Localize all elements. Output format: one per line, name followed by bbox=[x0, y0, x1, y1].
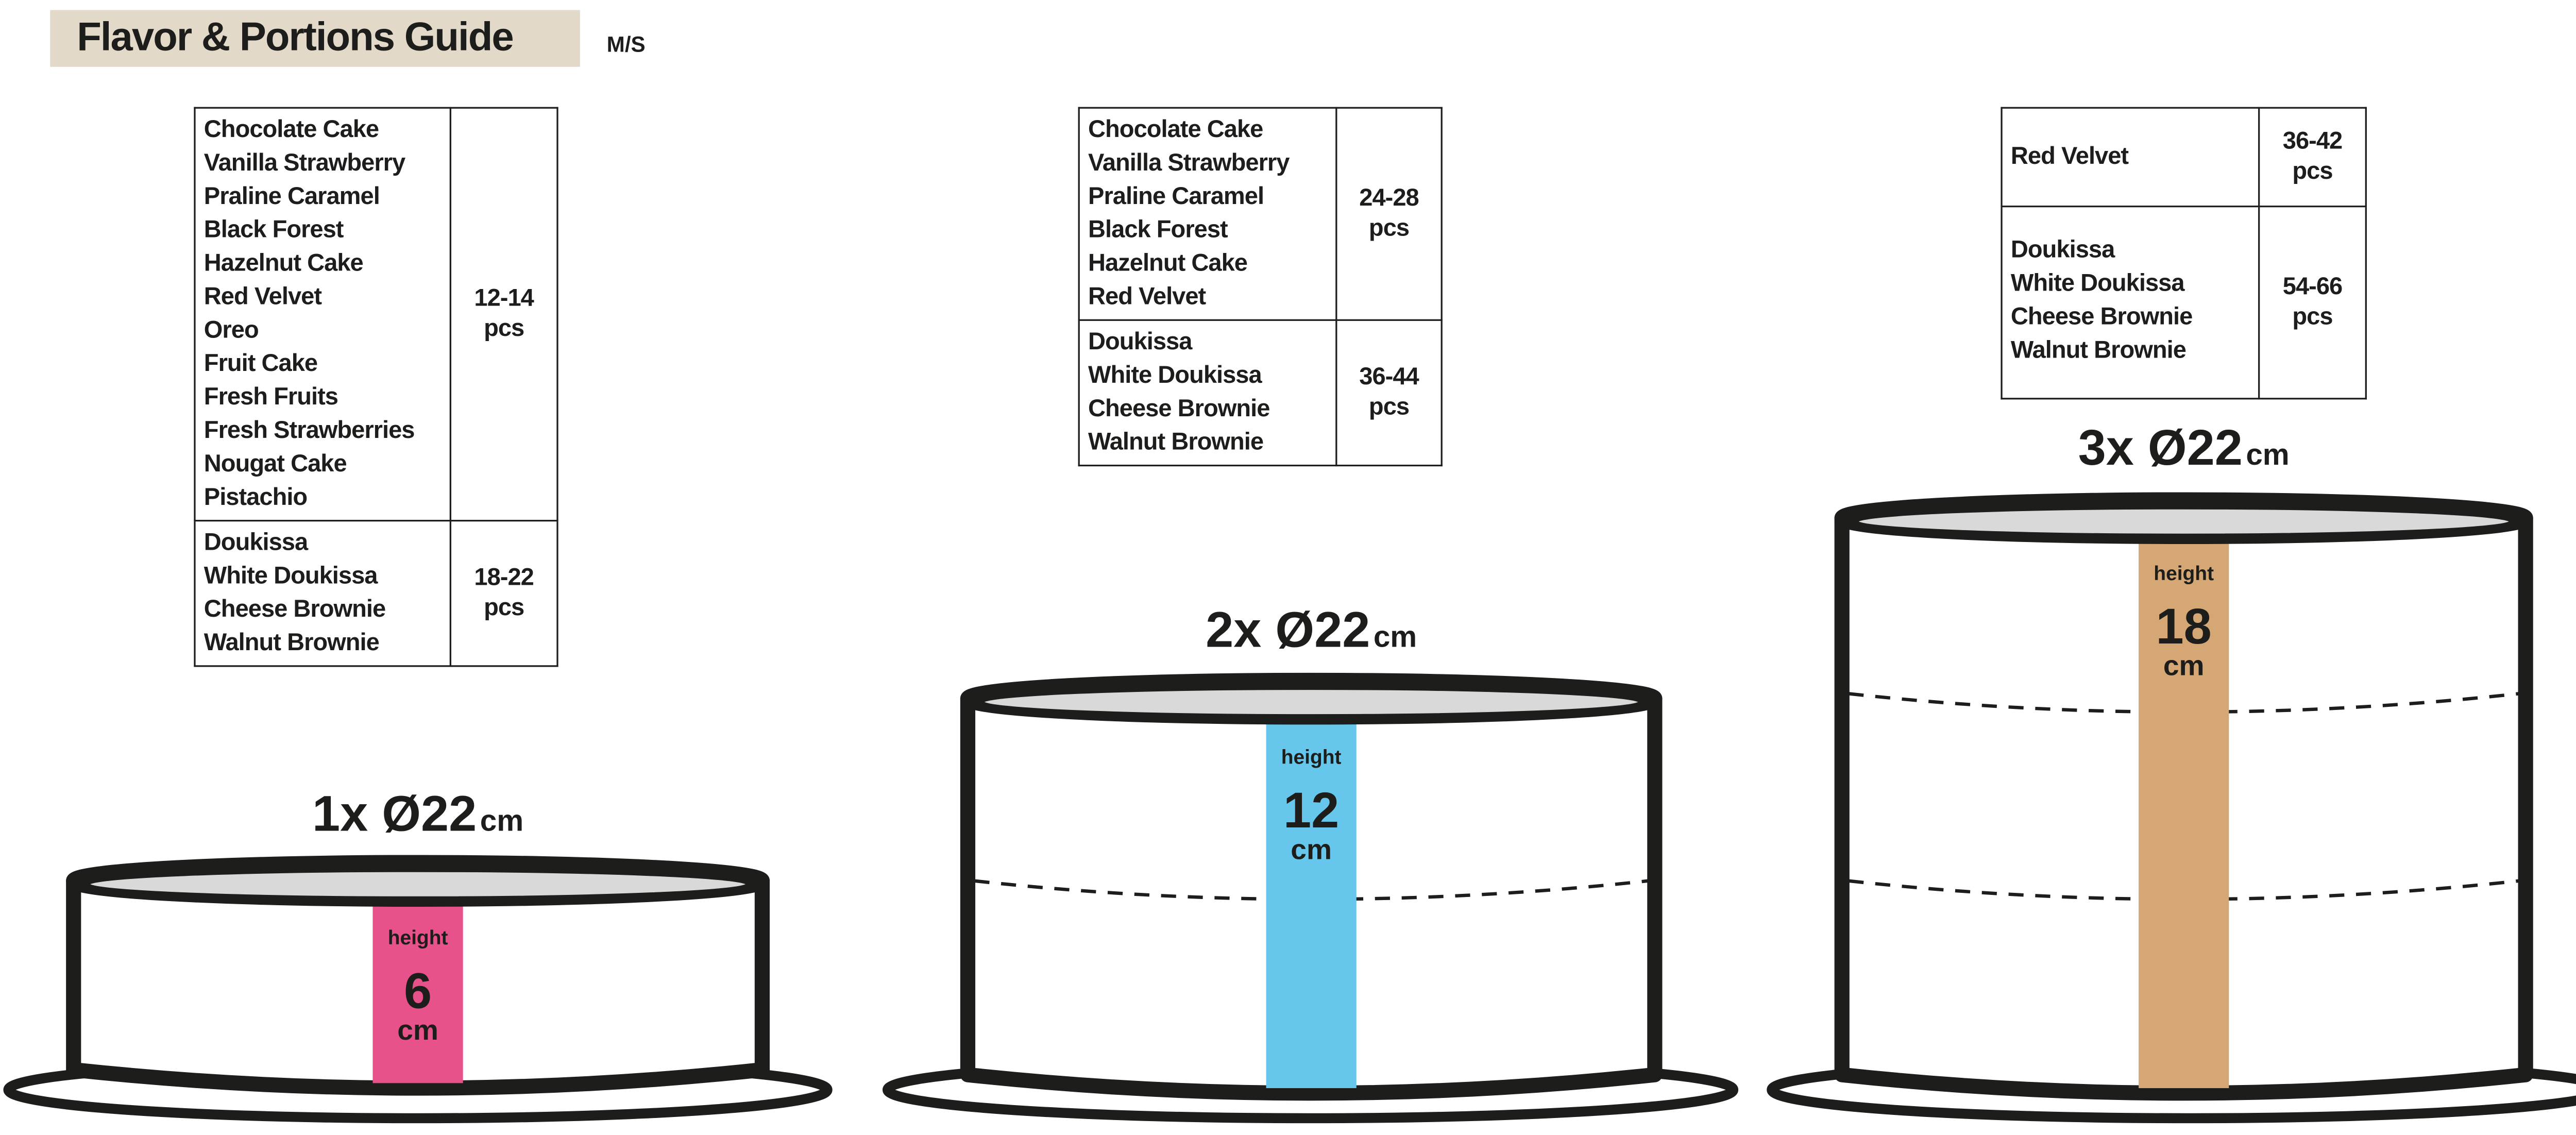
size-value: 3x Ø22 bbox=[2078, 419, 2243, 476]
height-label: height bbox=[2154, 563, 2214, 585]
flavor-list: Chocolate Cake Vanilla Strawberry Praline … bbox=[194, 107, 451, 522]
portion-unit: pcs bbox=[1368, 215, 1410, 243]
height-stripe bbox=[2139, 538, 2229, 1089]
flavor-name: Praline Caramel bbox=[204, 183, 380, 211]
table-row: Doukissa White Doukissa Cheese Brownie Waln… bbox=[1078, 319, 1443, 467]
flavor-name: Hazelnut Cake bbox=[204, 250, 364, 278]
height-stripe bbox=[372, 902, 463, 1083]
cake-top-surface bbox=[87, 869, 749, 899]
portions-table-3x: Red Velvet 36-42 pcs Doukissa White Doukissa… bbox=[2001, 107, 2367, 400]
portion-unit: pcs bbox=[484, 316, 524, 343]
table-row: Chocolate Cake Vanilla Strawberry Praline … bbox=[194, 107, 558, 522]
portion-unit: pcs bbox=[1368, 394, 1410, 421]
height-label: height bbox=[1281, 747, 1342, 769]
flavor-list: Doukissa White Doukissa Cheese Brownie Waln… bbox=[2001, 206, 2260, 400]
cake-size-label: 1x Ø22 cm bbox=[312, 785, 523, 841]
portion-range: 36-42 bbox=[2282, 128, 2343, 156]
portion-count: 36-42 pcs bbox=[2258, 107, 2367, 208]
flavor-list: Red Velvet bbox=[2001, 107, 2260, 208]
portion-unit: pcs bbox=[2292, 159, 2333, 186]
flavor-name: Walnut Brownie bbox=[204, 630, 380, 657]
portion-range: 36-44 bbox=[1359, 364, 1419, 392]
cake-top-surface bbox=[981, 687, 1641, 717]
portion-count: 18-22 pcs bbox=[449, 519, 558, 667]
flavor-name: Red Velvet bbox=[1088, 284, 1206, 311]
flavor-name: Cheese Brownie bbox=[204, 597, 386, 624]
portion-count: 12-14 pcs bbox=[449, 107, 558, 522]
portion-range: 24-28 bbox=[1359, 185, 1419, 213]
flavor-name: Pistachio bbox=[204, 484, 308, 512]
size-unit: cm bbox=[480, 804, 523, 837]
portion-range: 18-22 bbox=[474, 565, 534, 592]
flavor-name: Fruit Cake bbox=[204, 351, 318, 378]
table-row: Doukissa White Doukissa Cheese Brownie Waln… bbox=[194, 519, 558, 667]
flavor-list: Doukissa White Doukissa Cheese Brownie Waln… bbox=[194, 519, 451, 667]
table-row: Red Velvet 36-42 pcs bbox=[2001, 107, 2367, 208]
flavor-name: Fresh Fruits bbox=[204, 384, 338, 412]
flavor-name: Vanilla Strawberry bbox=[1088, 150, 1290, 177]
height-unit: cm bbox=[2163, 650, 2205, 682]
cake-top-surface bbox=[1855, 506, 2512, 536]
table-row: Chocolate Cake Vanilla Strawberry Praline … bbox=[1078, 107, 1443, 321]
flavor-name: Fresh Strawberries bbox=[204, 418, 415, 445]
size-value: 1x Ø22 bbox=[312, 785, 477, 841]
flavor-name: Red Velvet bbox=[204, 284, 322, 311]
flavor-name: White Doukissa bbox=[204, 563, 378, 590]
portion-range: 54-66 bbox=[2282, 274, 2343, 301]
height-unit: cm bbox=[1291, 834, 1332, 866]
height-label: height bbox=[388, 927, 448, 949]
portions-table-2x: Chocolate Cake Vanilla Strawberry Praline … bbox=[1078, 107, 1443, 467]
flavor-name: Cheese Brownie bbox=[1088, 396, 1270, 423]
layer-divider bbox=[974, 879, 1649, 901]
page-title: Flavor & Portions Guide bbox=[77, 15, 514, 60]
flavor-name: Walnut Brownie bbox=[2010, 337, 2187, 365]
flavor-list: Chocolate Cake Vanilla Strawberry Praline … bbox=[1078, 107, 1337, 321]
flavor-name: Nougat Cake bbox=[204, 451, 347, 478]
height-unit: cm bbox=[397, 1014, 438, 1046]
height-value: 12 bbox=[1283, 782, 1339, 838]
flavor-name: Chocolate Cake bbox=[1088, 117, 1263, 144]
table-row: Doukissa White Doukissa Cheese Brownie Waln… bbox=[2001, 206, 2367, 400]
flavor-name: Cheese Brownie bbox=[2010, 304, 2193, 331]
height-stripe bbox=[1266, 722, 1357, 1089]
flavor-name: Red Velvet bbox=[2010, 144, 2129, 171]
flavor-name: Doukissa bbox=[2010, 237, 2115, 264]
flavor-name: Doukissa bbox=[204, 530, 308, 557]
flavor-name: Chocolate Cake bbox=[204, 117, 379, 144]
portions-table-1x: Chocolate Cake Vanilla Strawberry Praline … bbox=[194, 107, 558, 667]
cake-size-label: 2x Ø22 cm bbox=[1206, 602, 1417, 658]
title-banner: Flavor & Portions Guide bbox=[50, 10, 580, 67]
flavor-name: Black Forest bbox=[1088, 217, 1228, 244]
portion-count: 36-44 pcs bbox=[1335, 319, 1443, 467]
portion-count: 54-66 pcs bbox=[2258, 206, 2367, 400]
size-code: M/S bbox=[606, 31, 646, 57]
flavor-name: Oreo bbox=[204, 317, 259, 345]
flavor-list: Doukissa White Doukissa Cheese Brownie Waln… bbox=[1078, 319, 1337, 467]
flavor-name: White Doukissa bbox=[2010, 270, 2185, 298]
portion-count: 24-28 pcs bbox=[1335, 107, 1443, 321]
cake-size-label: 3x Ø22 cm bbox=[2078, 419, 2290, 476]
flavor-name: Black Forest bbox=[204, 217, 344, 244]
flavor-name: Praline Caramel bbox=[1088, 183, 1264, 211]
flavor-name: White Doukissa bbox=[1088, 363, 1262, 389]
height-value: 18 bbox=[2156, 598, 2212, 654]
flavor-name: Vanilla Strawberry bbox=[204, 150, 405, 177]
flavor-name: Doukissa bbox=[1088, 329, 1192, 357]
flavor-name: Hazelnut Cake bbox=[1088, 250, 1248, 278]
size-value: 2x Ø22 bbox=[1206, 602, 1370, 658]
flavor-name: Walnut Brownie bbox=[1088, 429, 1264, 456]
height-value: 6 bbox=[404, 962, 432, 1019]
size-unit: cm bbox=[2246, 438, 2289, 471]
portion-range: 12-14 bbox=[474, 285, 534, 313]
portion-unit: pcs bbox=[484, 595, 524, 622]
size-unit: cm bbox=[1374, 620, 1417, 654]
portion-unit: pcs bbox=[2292, 304, 2333, 331]
